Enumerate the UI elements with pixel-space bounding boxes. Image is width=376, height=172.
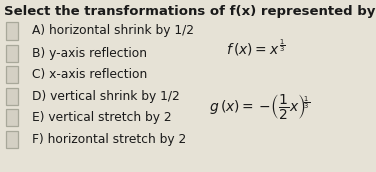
Text: B) y-axis reflection: B) y-axis reflection: [32, 47, 147, 60]
FancyBboxPatch shape: [6, 45, 18, 62]
Text: A) horizontal shrink by 1/2: A) horizontal shrink by 1/2: [32, 24, 194, 37]
Text: Select the transformations of f(x) represented by g(x).: Select the transformations of f(x) repre…: [4, 5, 376, 18]
Text: E) vertical stretch by 2: E) vertical stretch by 2: [32, 111, 171, 124]
FancyBboxPatch shape: [6, 66, 18, 83]
FancyBboxPatch shape: [6, 22, 18, 40]
Text: C) x-axis reflection: C) x-axis reflection: [32, 68, 147, 81]
FancyBboxPatch shape: [6, 88, 18, 105]
Text: F) horizontal stretch by 2: F) horizontal stretch by 2: [32, 133, 186, 146]
FancyBboxPatch shape: [6, 131, 18, 148]
FancyBboxPatch shape: [6, 109, 18, 126]
Text: $f\,(x)=x^{\,\frac{1}{3}}$: $f\,(x)=x^{\,\frac{1}{3}}$: [226, 38, 286, 58]
Text: $g\,(x)=-\!\left(\dfrac{1}{2}x\right)^{\!\frac{1}{3}}$: $g\,(x)=-\!\left(\dfrac{1}{2}x\right)^{\…: [209, 92, 310, 121]
Text: D) vertical shrink by 1/2: D) vertical shrink by 1/2: [32, 90, 180, 103]
